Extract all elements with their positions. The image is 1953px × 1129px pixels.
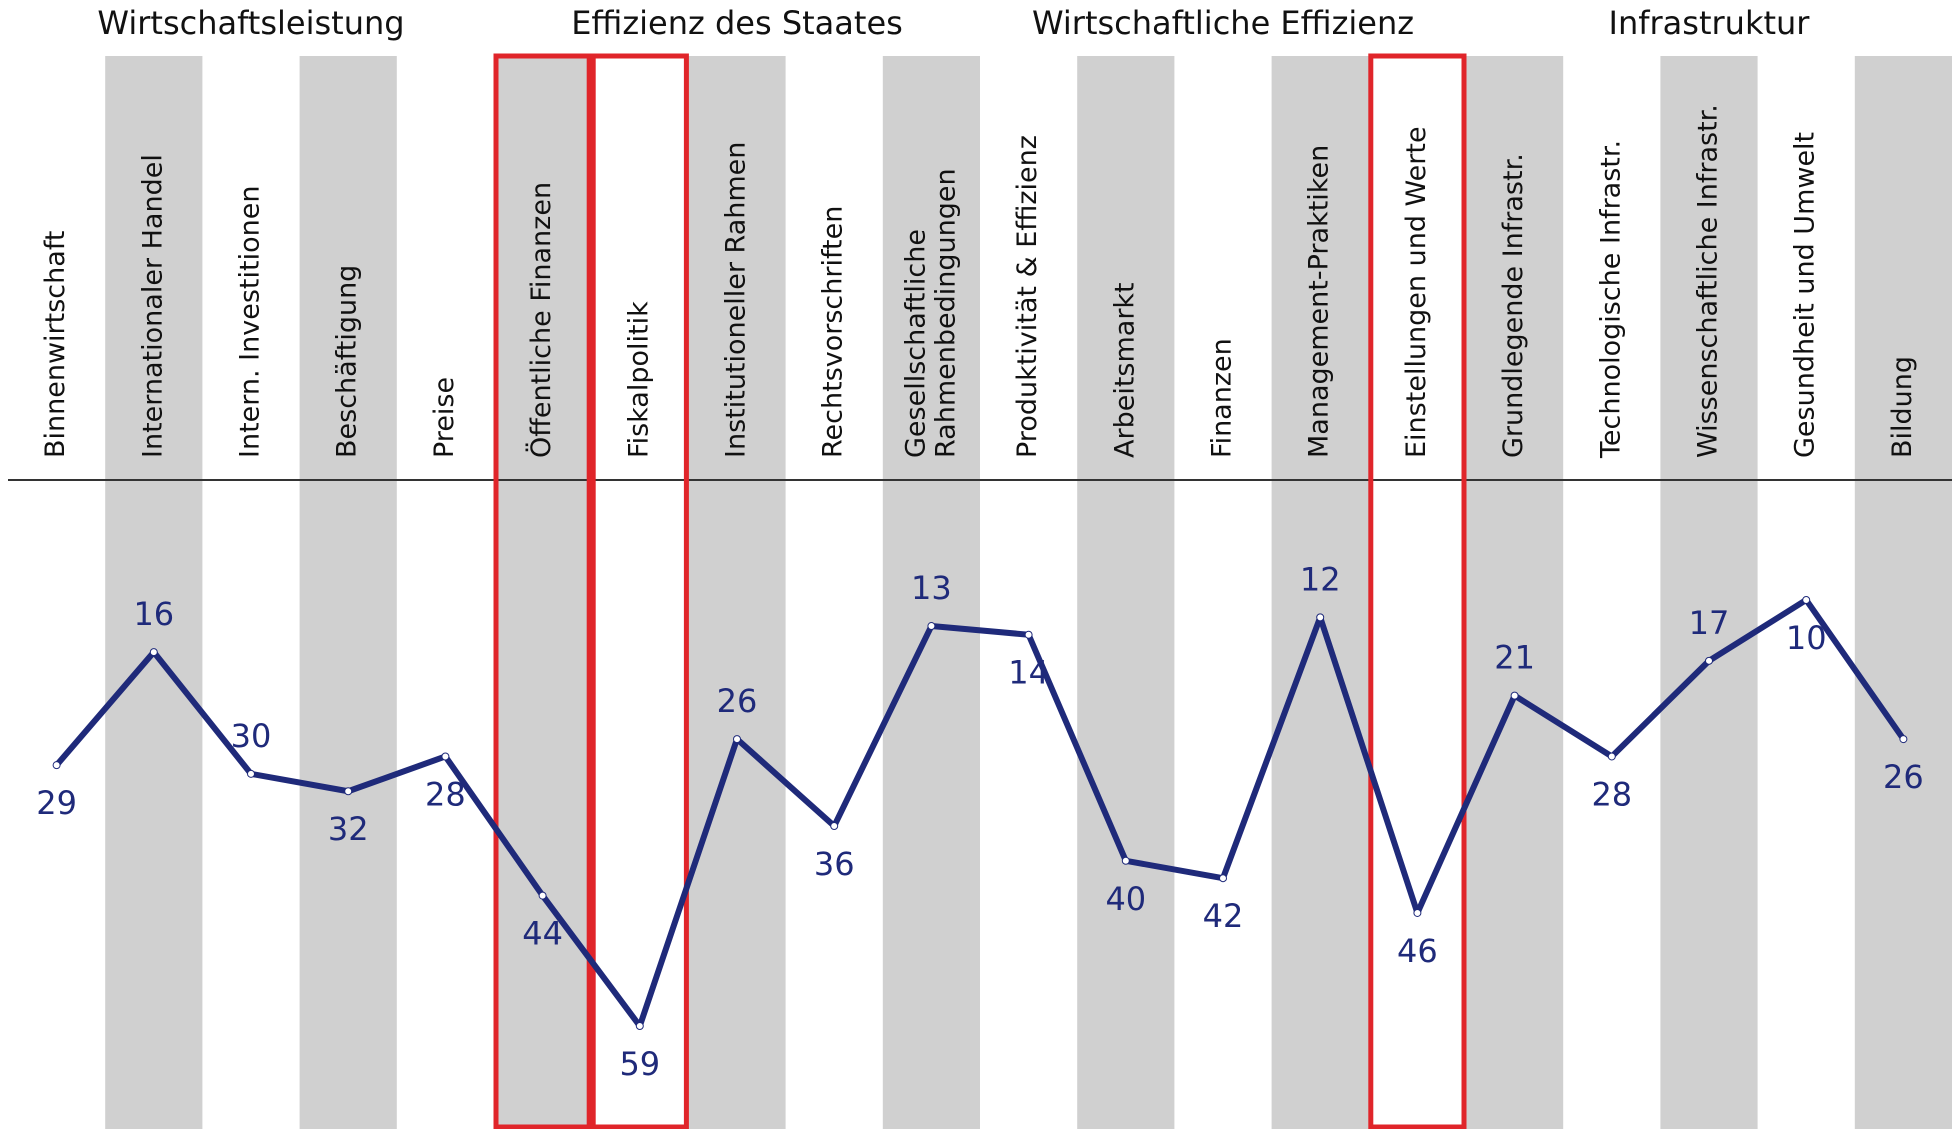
data-point bbox=[1220, 875, 1227, 882]
category-label: Binnenwirtschaft bbox=[40, 231, 71, 458]
category-label: Internationaler Handel bbox=[137, 154, 168, 458]
data-label: 40 bbox=[1105, 880, 1146, 918]
data-point bbox=[1803, 596, 1810, 603]
data-point bbox=[150, 649, 157, 656]
data-point bbox=[442, 753, 449, 760]
group-title: Wirtschaftsleistung bbox=[97, 4, 404, 42]
category-label: Beschäftigung bbox=[332, 265, 363, 458]
data-point bbox=[345, 788, 352, 795]
chart: Wirtschaftsleistung Effizienz des Staates… bbox=[0, 0, 1953, 1129]
category-label: Arbeitsmarkt bbox=[1109, 282, 1140, 458]
category-label: Gesundheit und Umwelt bbox=[1790, 132, 1821, 458]
data-point bbox=[831, 823, 838, 830]
data-label: 14 bbox=[1008, 654, 1049, 692]
highlight-box bbox=[593, 56, 686, 1127]
category-label: Bildung bbox=[1887, 356, 1918, 458]
category-label: Grundlegende Infrastr. bbox=[1498, 153, 1529, 458]
data-point bbox=[1414, 909, 1421, 916]
data-point bbox=[636, 1023, 643, 1030]
data-label: 44 bbox=[522, 915, 563, 953]
data-label: 29 bbox=[36, 784, 77, 822]
data-label: 16 bbox=[133, 595, 174, 633]
category-label: Wissenschaftliche Infrastr. bbox=[1693, 104, 1724, 458]
column-stripe bbox=[300, 56, 397, 1129]
data-point bbox=[53, 762, 60, 769]
data-label: 10 bbox=[1786, 619, 1827, 657]
data-point bbox=[734, 736, 741, 743]
data-label: 46 bbox=[1397, 932, 1438, 970]
data-label: 21 bbox=[1494, 639, 1535, 677]
category-label: Management-Praktiken bbox=[1304, 145, 1335, 458]
data-point bbox=[928, 623, 935, 630]
data-point bbox=[1317, 614, 1324, 621]
data-point bbox=[539, 892, 546, 899]
category-label: Einstellungen und Werte bbox=[1401, 126, 1432, 458]
data-point bbox=[1900, 736, 1907, 743]
group-title: Effizienz des Staates bbox=[571, 4, 903, 42]
category-label: Produktivität & Effizienz bbox=[1012, 135, 1043, 458]
data-label: 59 bbox=[619, 1045, 660, 1083]
category-label: Öffentliche Finanzen bbox=[525, 182, 557, 458]
data-point bbox=[1608, 753, 1615, 760]
group-title: Infrastruktur bbox=[1609, 4, 1811, 42]
data-point bbox=[248, 770, 255, 777]
data-label: 17 bbox=[1689, 604, 1730, 642]
data-label: 42 bbox=[1203, 897, 1244, 935]
category-label: Fiskalpolitik bbox=[623, 301, 654, 458]
data-label: 32 bbox=[328, 810, 369, 848]
category-label: Preise bbox=[429, 377, 460, 458]
data-label: 30 bbox=[231, 717, 272, 755]
category-label: Rechtsvorschriften bbox=[818, 206, 849, 458]
group-title: Wirtschaftliche Effizienz bbox=[1032, 4, 1414, 42]
data-label: 12 bbox=[1300, 560, 1341, 598]
data-label: 36 bbox=[814, 845, 855, 883]
data-label: 26 bbox=[1883, 758, 1924, 796]
data-label: 28 bbox=[1591, 775, 1632, 813]
column-stripe bbox=[1077, 56, 1174, 1129]
column-stripe bbox=[1855, 56, 1952, 1129]
data-point bbox=[1025, 631, 1032, 638]
data-label: 28 bbox=[425, 775, 466, 813]
data-point bbox=[1706, 657, 1713, 664]
data-point bbox=[1122, 857, 1129, 864]
category-label: Institutioneller Rahmen bbox=[721, 142, 752, 458]
category-label: Technologische Infrastr. bbox=[1595, 140, 1626, 459]
category-label: Intern. Investitionen bbox=[235, 186, 266, 458]
data-point bbox=[1511, 692, 1518, 699]
category-label: Finanzen bbox=[1207, 338, 1238, 458]
data-label: 13 bbox=[911, 569, 952, 607]
data-label: 26 bbox=[717, 682, 758, 720]
